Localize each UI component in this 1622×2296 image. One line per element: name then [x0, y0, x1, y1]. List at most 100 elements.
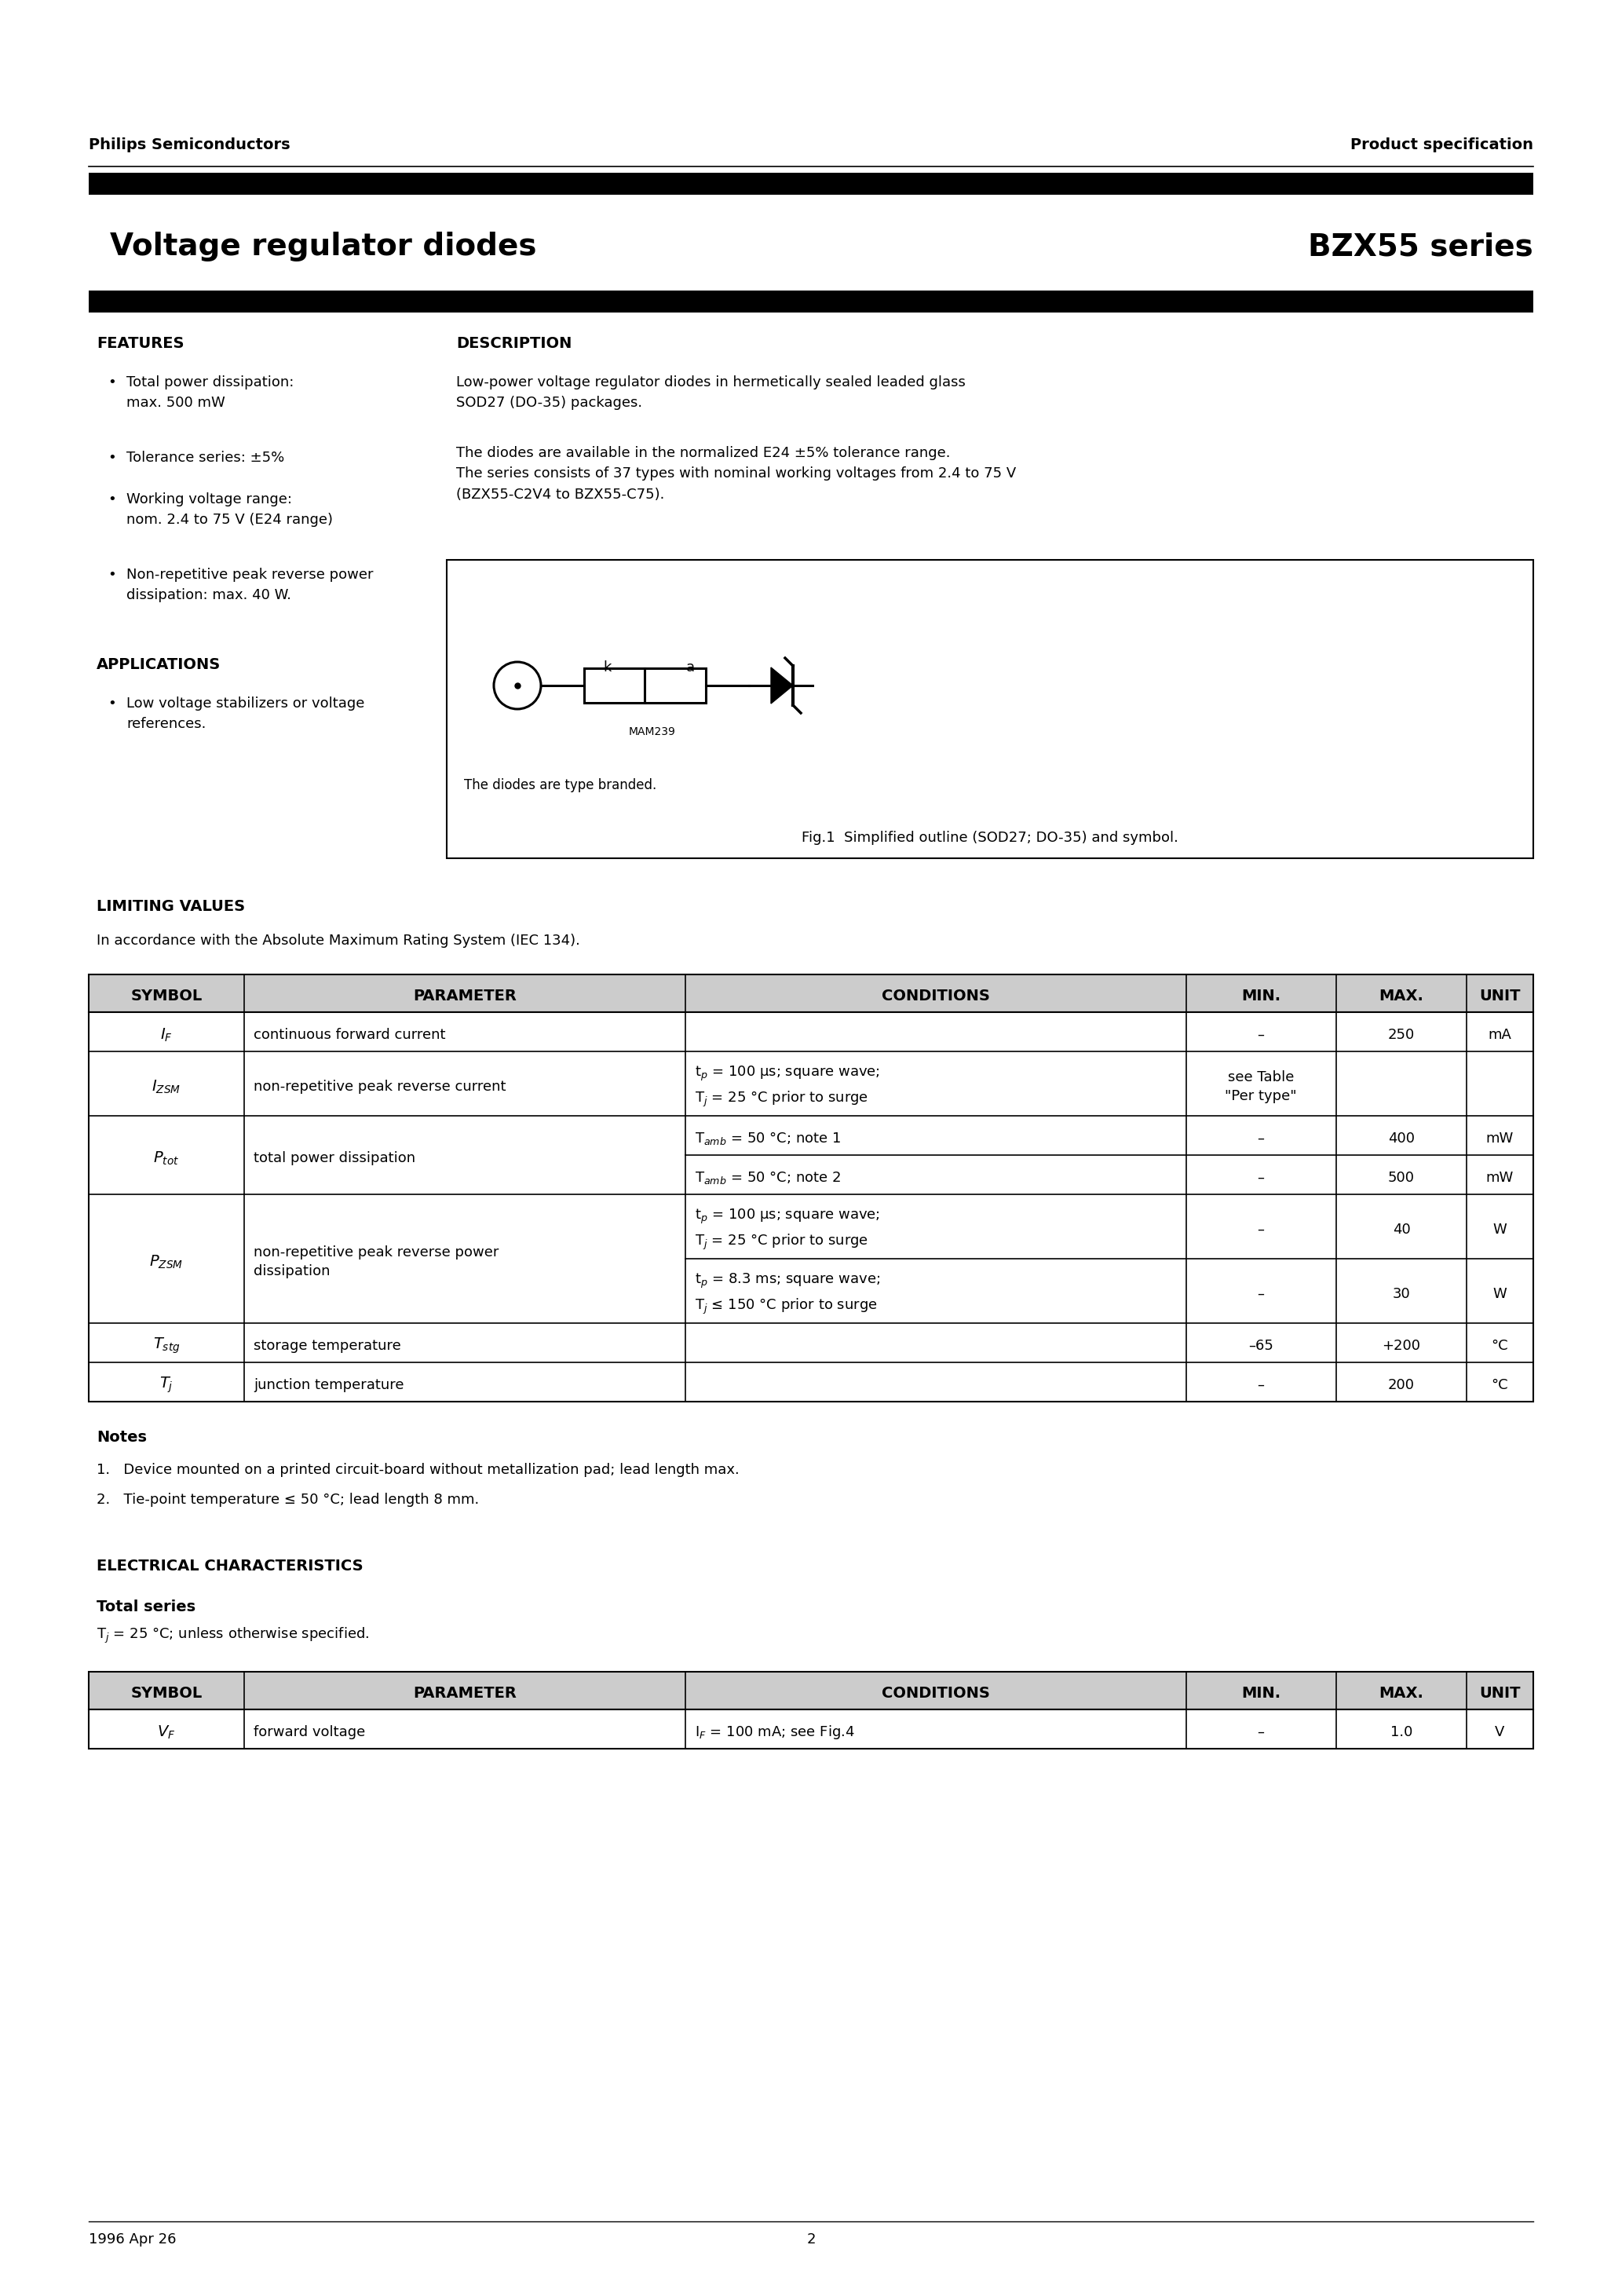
Text: Notes: Notes: [97, 1430, 148, 1444]
Text: In accordance with the Absolute Maximum Rating System (IEC 134).: In accordance with the Absolute Maximum …: [97, 934, 581, 948]
Text: 1996 Apr 26: 1996 Apr 26: [89, 2232, 177, 2245]
Text: ELECTRICAL CHARACTERISTICS: ELECTRICAL CHARACTERISTICS: [97, 1559, 363, 1573]
Text: $T_j$: $T_j$: [159, 1375, 174, 1394]
Text: V: V: [1494, 1724, 1504, 1740]
Text: 30: 30: [1392, 1288, 1410, 1302]
Text: mA: mA: [1487, 1029, 1512, 1042]
Text: storage temperature: storage temperature: [253, 1339, 401, 1352]
Text: CONDITIONS: CONDITIONS: [882, 990, 989, 1003]
Text: $V_F$: $V_F$: [157, 1724, 175, 1740]
Text: FEATURES: FEATURES: [97, 335, 185, 351]
Text: SYMBOL: SYMBOL: [131, 990, 203, 1003]
Text: 400: 400: [1388, 1132, 1414, 1146]
Bar: [584, 668, 706, 703]
Text: •: •: [107, 450, 117, 464]
Text: •: •: [107, 491, 117, 507]
Text: junction temperature: junction temperature: [253, 1378, 404, 1391]
Text: Product specification: Product specification: [1351, 138, 1533, 152]
Text: –65: –65: [1249, 1339, 1273, 1352]
Text: •: •: [107, 696, 117, 712]
Text: MAM239: MAM239: [629, 726, 676, 737]
Text: The diodes are type branded.: The diodes are type branded.: [464, 778, 657, 792]
Text: UNIT: UNIT: [1479, 1685, 1520, 1701]
Text: MAX.: MAX.: [1379, 1685, 1424, 1701]
Bar: [89, 1711, 1533, 1750]
Text: •: •: [107, 374, 117, 390]
Text: T$_{amb}$ = 50 °C; note 1: T$_{amb}$ = 50 °C; note 1: [694, 1130, 840, 1146]
Text: forward voltage: forward voltage: [253, 1724, 365, 1740]
Text: $T_{stg}$: $T_{stg}$: [152, 1336, 180, 1355]
Text: MAX.: MAX.: [1379, 990, 1424, 1003]
Bar: [89, 172, 1533, 195]
Text: non-repetitive peak reverse current: non-repetitive peak reverse current: [253, 1079, 506, 1093]
Text: –: –: [1257, 1724, 1265, 1740]
Text: °C: °C: [1491, 1339, 1508, 1352]
Text: The diodes are available in the normalized E24 ±5% tolerance range.
The series c: The diodes are available in the normaliz…: [456, 445, 1015, 501]
Text: t$_p$ = 8.3 ms; square wave;
T$_j$ ≤ 150 °C prior to surge: t$_p$ = 8.3 ms; square wave; T$_j$ ≤ 150…: [694, 1272, 881, 1316]
Text: I$_F$ = 100 mA; see Fig.4: I$_F$ = 100 mA; see Fig.4: [694, 1724, 855, 1740]
Text: see Table
"Per type": see Table "Per type": [1225, 1070, 1298, 1102]
Text: Low-power voltage regulator diodes in hermetically sealed leaded glass
SOD27 (DO: Low-power voltage regulator diodes in he…: [456, 374, 965, 411]
Text: Non-repetitive peak reverse power
dissipation: max. 40 W.: Non-repetitive peak reverse power dissip…: [127, 567, 373, 602]
Text: –: –: [1257, 1378, 1265, 1391]
Text: 40: 40: [1392, 1221, 1410, 1238]
Text: 250: 250: [1388, 1029, 1414, 1042]
Text: Philips Semiconductors: Philips Semiconductors: [89, 138, 290, 152]
Text: Total power dissipation:
max. 500 mW: Total power dissipation: max. 500 mW: [127, 374, 294, 409]
Bar: [89, 292, 1533, 312]
Text: APPLICATIONS: APPLICATIONS: [97, 657, 221, 673]
Text: a: a: [686, 661, 694, 675]
Text: k: k: [603, 661, 611, 675]
Text: –: –: [1257, 1221, 1265, 1238]
Text: t$_p$ = 100 μs; square wave;
T$_j$ = 25 °C prior to surge: t$_p$ = 100 μs; square wave; T$_j$ = 25 …: [694, 1208, 881, 1251]
Polygon shape: [770, 668, 793, 703]
Text: 500: 500: [1388, 1171, 1414, 1185]
Text: 2: 2: [806, 2232, 816, 2245]
Text: –: –: [1257, 1288, 1265, 1302]
Bar: [89, 1013, 1533, 1401]
Text: DESCRIPTION: DESCRIPTION: [456, 335, 573, 351]
Text: mW: mW: [1486, 1171, 1513, 1185]
Text: MIN.: MIN.: [1241, 1685, 1280, 1701]
Text: Tolerance series: ±5%: Tolerance series: ±5%: [127, 450, 284, 464]
Bar: [89, 974, 1533, 1013]
Text: 1.   Device mounted on a printed circuit-board without metallization pad; lead l: 1. Device mounted on a printed circuit-b…: [97, 1463, 740, 1476]
Text: 2.   Tie-point temperature ≤ 50 °C; lead length 8 mm.: 2. Tie-point temperature ≤ 50 °C; lead l…: [97, 1492, 478, 1506]
Text: –: –: [1257, 1132, 1265, 1146]
Text: T$_j$ = 25 °C; unless otherwise specified.: T$_j$ = 25 °C; unless otherwise specifie…: [97, 1626, 370, 1646]
Text: continuous forward current: continuous forward current: [253, 1029, 446, 1042]
Text: T$_{amb}$ = 50 °C; note 2: T$_{amb}$ = 50 °C; note 2: [694, 1169, 840, 1187]
Text: 200: 200: [1388, 1378, 1414, 1391]
Text: total power dissipation: total power dissipation: [253, 1150, 415, 1166]
Text: PARAMETER: PARAMETER: [414, 990, 516, 1003]
Text: PARAMETER: PARAMETER: [414, 1685, 516, 1701]
Bar: [446, 560, 1533, 859]
Text: MIN.: MIN.: [1241, 990, 1280, 1003]
Text: W: W: [1492, 1221, 1507, 1238]
Text: W: W: [1492, 1288, 1507, 1302]
Text: non-repetitive peak reverse power
dissipation: non-repetitive peak reverse power dissip…: [253, 1244, 500, 1279]
Text: Low voltage stabilizers or voltage
references.: Low voltage stabilizers or voltage refer…: [127, 696, 365, 730]
Text: $I_F$: $I_F$: [161, 1026, 172, 1042]
Text: UNIT: UNIT: [1479, 990, 1520, 1003]
Text: $P_{ZSM}$: $P_{ZSM}$: [149, 1254, 183, 1270]
Text: •: •: [107, 567, 117, 581]
Text: BZX55 series: BZX55 series: [1309, 232, 1533, 262]
Text: t$_p$ = 100 μs; square wave;
T$_j$ = 25 °C prior to surge: t$_p$ = 100 μs; square wave; T$_j$ = 25 …: [694, 1065, 881, 1109]
Text: $I_{ZSM}$: $I_{ZSM}$: [152, 1079, 182, 1095]
Text: Voltage regulator diodes: Voltage regulator diodes: [89, 232, 537, 262]
Text: –: –: [1257, 1029, 1265, 1042]
Text: –: –: [1257, 1171, 1265, 1185]
Text: LIMITING VALUES: LIMITING VALUES: [97, 900, 245, 914]
Text: SYMBOL: SYMBOL: [131, 1685, 203, 1701]
Text: Working voltage range:
nom. 2.4 to 75 V (E24 range): Working voltage range: nom. 2.4 to 75 V …: [127, 491, 333, 526]
Text: CONDITIONS: CONDITIONS: [882, 1685, 989, 1701]
Text: mW: mW: [1486, 1132, 1513, 1146]
Text: Total series: Total series: [97, 1600, 196, 1614]
Text: $P_{tot}$: $P_{tot}$: [154, 1150, 180, 1166]
Text: 1.0: 1.0: [1390, 1724, 1413, 1740]
Text: Fig.1  Simplified outline (SOD27; DO-35) and symbol.: Fig.1 Simplified outline (SOD27; DO-35) …: [801, 831, 1178, 845]
Text: +200: +200: [1382, 1339, 1421, 1352]
Text: °C: °C: [1491, 1378, 1508, 1391]
Bar: [89, 1671, 1533, 1711]
